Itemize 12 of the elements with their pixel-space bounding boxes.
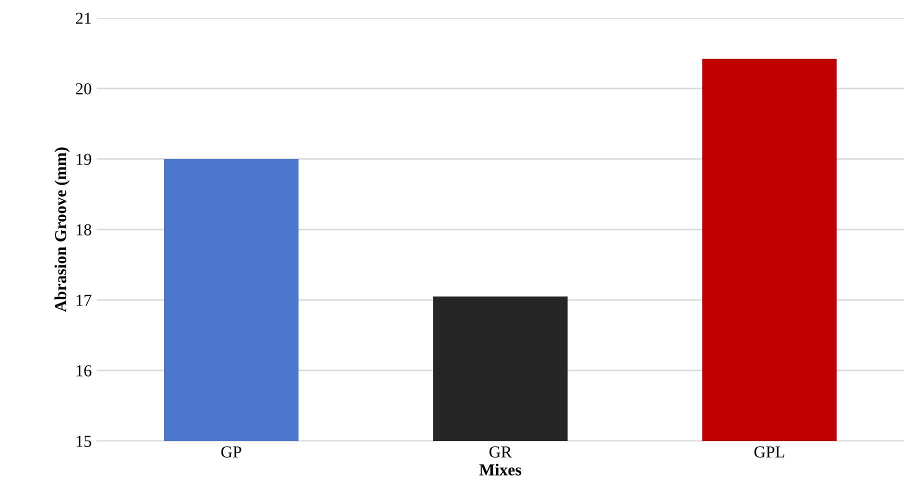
y-tick-label: 21 <box>76 12 91 24</box>
x-tick-label: GR <box>489 446 512 458</box>
x-tick-label: GPL <box>754 446 784 458</box>
y-tick-label: 17 <box>76 294 92 306</box>
y-tick-label: 15 <box>76 436 92 447</box>
x-tick-label: GP <box>221 446 242 458</box>
y-tick-label: 16 <box>76 365 92 376</box>
y-tick-label: 19 <box>76 154 92 165</box>
y-tick-label: 20 <box>76 83 92 94</box>
x-axis-title: Mixes <box>479 464 522 476</box>
y-tick-label: 18 <box>76 224 92 236</box>
y-axis-title: Abrasion Groove (mm) <box>54 148 70 312</box>
